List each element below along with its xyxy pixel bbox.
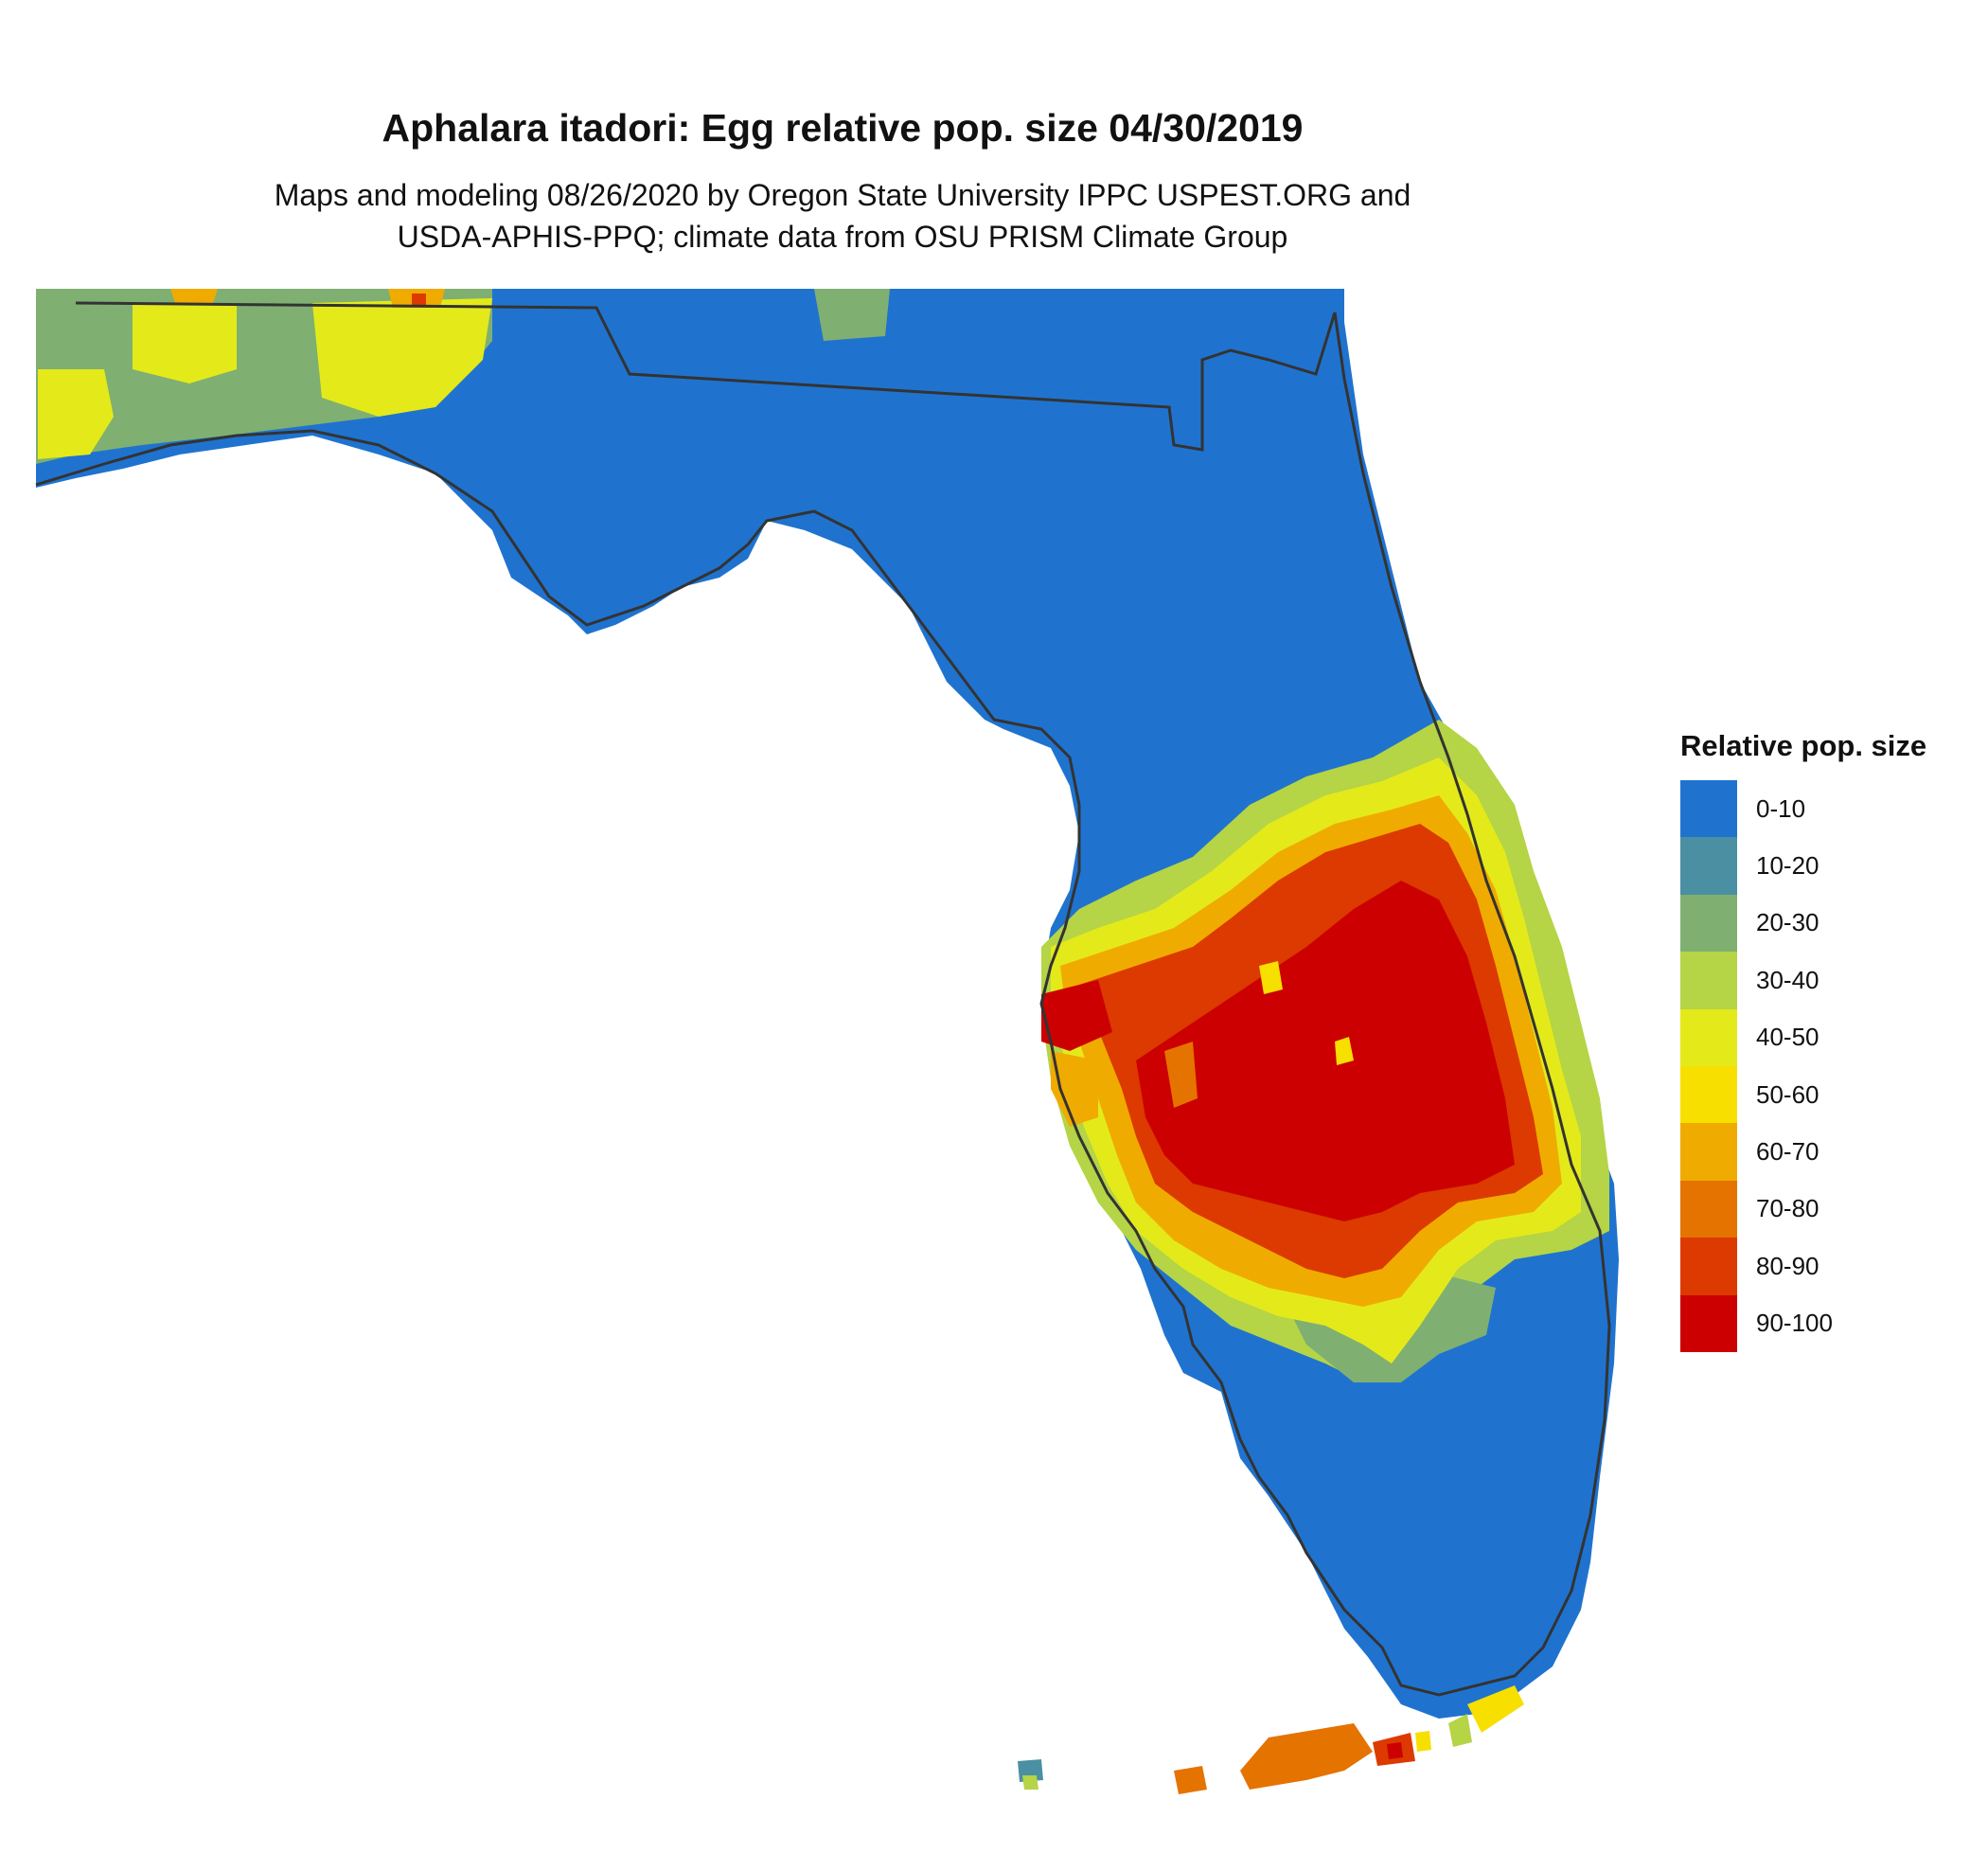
legend-swatch	[1680, 1238, 1737, 1295]
legend-swatch	[1680, 1180, 1737, 1238]
florida-coastline	[35, 312, 1611, 1697]
legend-swatch	[1680, 1065, 1737, 1124]
legend-label: 20-30	[1756, 908, 1819, 937]
legend-label: 80-90	[1756, 1251, 1819, 1280]
legend-label: 0-10	[1756, 793, 1806, 823]
legend-item: 10-20	[1680, 837, 1926, 895]
map-title: Aphalara itadori: Egg relative pop. size…	[382, 106, 1304, 150]
legend-label: 50-60	[1756, 1079, 1819, 1109]
central-values	[1041, 720, 1609, 1382]
state-outlines	[35, 301, 1611, 1697]
legend-swatch	[1680, 780, 1737, 838]
legend-label: 10-20	[1756, 851, 1819, 881]
legend-label: 60-70	[1756, 1137, 1819, 1167]
legend-item: 60-70	[1680, 1123, 1926, 1181]
legend-rows: 0-10 10-20 20-30 30-40 40-50 50-60 60-70 70-80 8…	[1680, 780, 1926, 1352]
legend-item: 20-30	[1680, 894, 1926, 953]
legend-swatch	[1680, 1008, 1737, 1066]
legend-swatch	[1680, 952, 1737, 1009]
panhandle-land	[36, 289, 1619, 1719]
florida-keys	[1018, 1685, 1524, 1794]
panhandle-values	[36, 289, 890, 464]
legend-item: 40-50	[1680, 1008, 1926, 1066]
legend-label: 90-100	[1756, 1309, 1833, 1338]
land-base	[36, 289, 1619, 1719]
map-legend: Relative pop. size 0-10 10-20 20-30 30-40 40…	[1680, 729, 1926, 1352]
legend-item: 90-100	[1680, 1294, 1926, 1352]
legend-swatch	[1680, 1294, 1737, 1352]
legend-item: 50-60	[1680, 1065, 1926, 1124]
map-subtitle-line-2: USDA-APHIS-PPQ; climate data from OSU PR…	[397, 220, 1288, 254]
legend-item: 80-90	[1680, 1238, 1926, 1295]
map-subtitle-line-1: Maps and modeling 08/26/2020 by Oregon S…	[274, 178, 1411, 212]
legend-label: 40-50	[1756, 1023, 1819, 1052]
legend-item: 70-80	[1680, 1180, 1926, 1238]
georgia-alabama-border	[75, 301, 1337, 452]
legend-title: Relative pop. size	[1680, 729, 1927, 762]
legend-item: 0-10	[1680, 780, 1926, 838]
legend-swatch	[1680, 1123, 1737, 1181]
legend-swatch	[1680, 894, 1737, 953]
legend-label: 30-40	[1756, 965, 1819, 994]
legend-item: 30-40	[1680, 952, 1926, 1009]
legend-swatch	[1680, 837, 1737, 895]
legend-label: 70-80	[1756, 1194, 1819, 1223]
